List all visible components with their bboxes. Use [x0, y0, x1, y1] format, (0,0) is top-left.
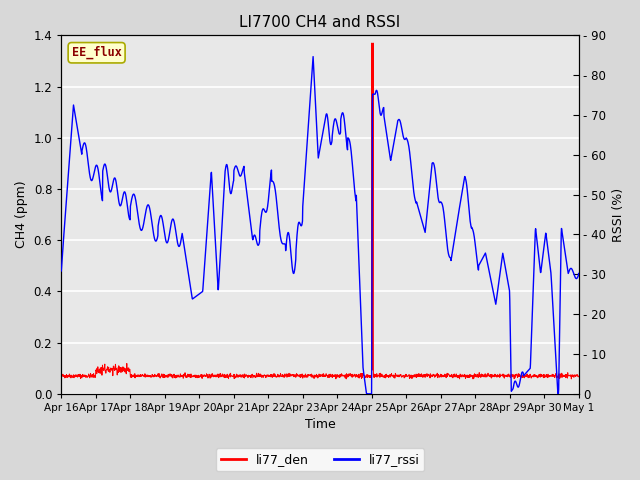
X-axis label: Time: Time — [305, 419, 335, 432]
Text: EE_flux: EE_flux — [72, 46, 122, 60]
Y-axis label: RSSI (%): RSSI (%) — [612, 188, 625, 241]
Legend: li77_den, li77_rssi: li77_den, li77_rssi — [216, 448, 424, 471]
Y-axis label: CH4 (ppm): CH4 (ppm) — [15, 181, 28, 248]
Title: LI7700 CH4 and RSSI: LI7700 CH4 and RSSI — [239, 15, 401, 30]
